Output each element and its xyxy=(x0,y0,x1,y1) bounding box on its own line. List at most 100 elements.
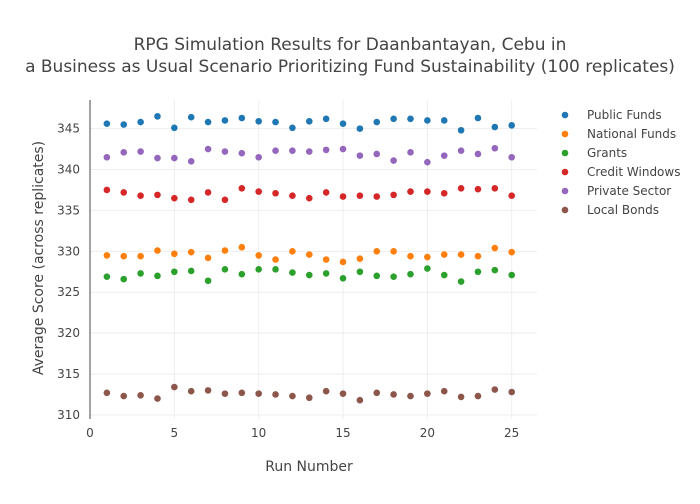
point-national-funds xyxy=(289,248,296,255)
point-private-sector xyxy=(322,146,330,154)
point-national-funds xyxy=(272,256,279,263)
y-axis-label: Average Score (across replicates) xyxy=(31,141,47,375)
point-credit-windows xyxy=(137,192,144,199)
point-credit-windows xyxy=(221,196,229,204)
point-credit-windows xyxy=(103,186,111,194)
legend-marker-local-bonds xyxy=(561,206,569,214)
point-public-funds xyxy=(137,118,144,126)
legend[interactable]: Public Funds National Funds Grants Credit W… xyxy=(561,108,681,217)
point-public-funds xyxy=(457,126,465,134)
point-private-sector xyxy=(154,154,161,162)
legend-item-credit-windows[interactable]: Credit Windows xyxy=(561,165,681,179)
point-national-funds xyxy=(238,243,246,251)
legend-label-local-bonds: Local Bonds xyxy=(587,203,659,217)
point-private-sector xyxy=(474,150,482,158)
point-public-funds xyxy=(255,117,262,125)
point-public-funds xyxy=(238,114,246,122)
x-tick-label: 20 xyxy=(420,426,435,440)
point-private-sector xyxy=(187,158,195,165)
point-grants xyxy=(440,271,448,279)
legend-marker-public-funds xyxy=(561,111,569,119)
point-national-funds xyxy=(255,252,262,259)
point-credit-windows xyxy=(238,185,246,192)
point-local-bonds xyxy=(120,392,128,400)
point-credit-windows xyxy=(272,189,279,197)
point-grants xyxy=(407,270,414,278)
point-credit-windows xyxy=(373,193,381,200)
point-private-sector xyxy=(103,153,111,161)
x-axis-label: Run Number xyxy=(265,459,353,475)
point-public-funds xyxy=(103,120,111,128)
point-credit-windows xyxy=(187,196,195,204)
point-public-funds xyxy=(272,118,279,126)
x-tick-label: 5 xyxy=(171,426,179,440)
point-public-funds xyxy=(221,117,229,124)
y-tick-label: 345 xyxy=(57,122,80,136)
legend-label-grants: Grants xyxy=(587,146,627,160)
point-grants xyxy=(154,272,161,280)
y-tick-label: 335 xyxy=(57,203,80,217)
point-credit-windows xyxy=(305,194,313,202)
legend-marker-national-funds xyxy=(561,130,569,138)
point-local-bonds xyxy=(137,391,144,399)
point-private-sector xyxy=(255,153,262,161)
point-public-funds xyxy=(356,125,364,132)
point-private-sector xyxy=(204,145,212,153)
legend-item-grants[interactable]: Grants xyxy=(561,146,627,160)
point-national-funds xyxy=(407,252,414,260)
point-national-funds xyxy=(457,251,465,258)
point-public-funds xyxy=(305,117,313,125)
point-grants xyxy=(221,266,229,273)
point-private-sector xyxy=(373,150,381,158)
legend-item-local-bonds[interactable]: Local Bonds xyxy=(561,203,659,217)
y-tick-label: 310 xyxy=(57,408,80,422)
point-local-bonds xyxy=(491,386,499,393)
point-grants xyxy=(305,271,313,279)
legend-item-national-funds[interactable]: National Funds xyxy=(561,127,676,141)
point-credit-windows xyxy=(171,194,178,202)
x-tick-label: 25 xyxy=(504,426,519,440)
point-national-funds xyxy=(221,247,229,254)
point-credit-windows xyxy=(424,188,431,195)
legend-item-public-funds[interactable]: Public Funds xyxy=(561,108,662,122)
y-tick-label: 320 xyxy=(57,326,80,340)
point-local-bonds xyxy=(508,388,515,396)
point-local-bonds xyxy=(171,383,178,391)
point-grants xyxy=(390,273,397,280)
point-private-sector xyxy=(339,145,347,153)
point-national-funds xyxy=(491,244,499,252)
point-grants xyxy=(103,273,111,280)
point-grants xyxy=(457,278,465,285)
point-private-sector xyxy=(356,152,364,159)
point-credit-windows xyxy=(356,192,364,199)
point-public-funds xyxy=(120,121,128,128)
point-national-funds xyxy=(120,252,128,260)
point-credit-windows xyxy=(154,191,161,199)
point-credit-windows xyxy=(255,188,262,195)
point-private-sector xyxy=(221,148,229,155)
point-grants xyxy=(322,270,330,277)
legend-label-credit-windows: Credit Windows xyxy=(587,165,680,179)
point-local-bonds xyxy=(424,390,431,397)
point-credit-windows xyxy=(508,192,515,199)
legend-item-private-sector[interactable]: Private Sector xyxy=(561,184,672,198)
point-local-bonds xyxy=(322,387,330,395)
point-public-funds xyxy=(407,115,414,123)
point-grants xyxy=(204,277,212,285)
point-grants xyxy=(187,267,195,275)
point-public-funds xyxy=(440,117,448,124)
point-national-funds xyxy=(187,248,195,256)
point-credit-windows xyxy=(390,191,397,199)
y-tick-label: 315 xyxy=(57,367,80,381)
point-public-funds xyxy=(424,117,431,124)
point-grants xyxy=(474,268,482,276)
point-national-funds xyxy=(373,248,381,255)
point-national-funds xyxy=(424,253,431,261)
point-private-sector xyxy=(508,153,515,161)
point-national-funds xyxy=(474,252,482,260)
point-public-funds xyxy=(508,122,515,129)
x-tick-label: 15 xyxy=(335,426,350,440)
chart-title: RPG Simulation Results for Daanbantayan,… xyxy=(25,35,675,77)
